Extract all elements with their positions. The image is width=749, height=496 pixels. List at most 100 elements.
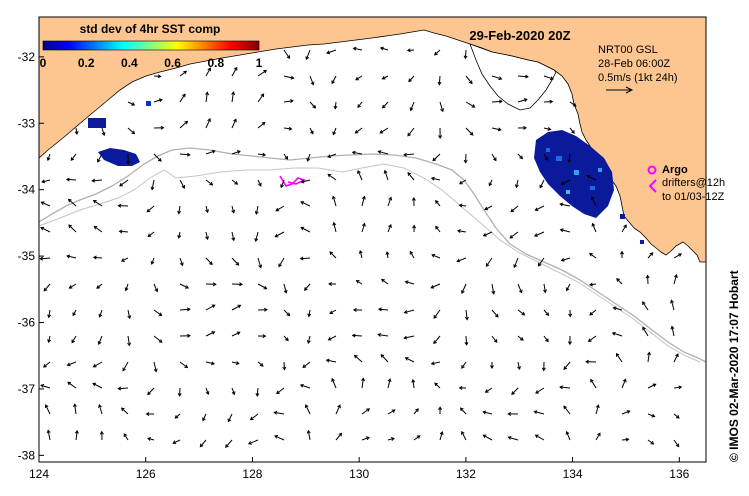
- current-arrow-icon: [66, 361, 77, 367]
- current-arrow-icon: [563, 361, 571, 370]
- current-arrow-icon: [74, 127, 79, 135]
- current-arrow-icon: [122, 361, 129, 372]
- current-arrow-icon: [431, 253, 441, 259]
- current-arrow-icon: [205, 149, 216, 155]
- current-arrow-icon: [127, 101, 136, 106]
- current-arrow-icon: [491, 283, 496, 295]
- current-arrow-icon: [585, 359, 597, 364]
- current-arrow-icon: [382, 101, 389, 109]
- current-arrow-icon: [377, 150, 389, 155]
- current-arrow-icon: [47, 309, 52, 319]
- current-arrow-icon: [283, 99, 294, 104]
- current-arrow-icon: [205, 91, 210, 103]
- current-arrow-icon: [257, 334, 267, 339]
- current-arrow-icon: [127, 335, 132, 347]
- current-arrow-icon: [331, 75, 337, 85]
- current-arrow-icon: [98, 403, 103, 415]
- current-arrow-icon: [274, 435, 285, 441]
- current-arrow-icon: [126, 153, 131, 165]
- current-arrow-icon: [44, 404, 51, 415]
- current-arrow-icon: [673, 413, 680, 419]
- current-arrow-icon: [412, 224, 417, 233]
- current-arrow-icon: [299, 256, 311, 261]
- current-arrow-icon: [331, 195, 337, 207]
- current-arrow-icon: [589, 282, 597, 287]
- current-arrow-icon: [93, 225, 103, 233]
- current-arrow-icon: [205, 304, 216, 311]
- current-arrow-icon: [379, 46, 389, 51]
- current-arrow-icon: [533, 231, 545, 237]
- current-arrow-icon: [309, 127, 314, 135]
- colorbar-title: std dev of 4hr SST comp: [80, 22, 221, 36]
- current-arrow-icon: [127, 309, 132, 320]
- current-arrow-icon: [179, 283, 190, 289]
- current-arrow-icon: [461, 283, 467, 295]
- current-arrow-icon: [437, 75, 442, 86]
- argo-label: Argo: [662, 164, 688, 176]
- current-arrow-icon: [309, 75, 315, 86]
- y-tick-label: -34: [18, 183, 36, 197]
- current-arrow-icon: [380, 354, 389, 363]
- current-arrow-icon: [591, 222, 597, 233]
- imos-credit: © IMOS 02-Mar-2020 17:07 Hobart: [727, 270, 741, 462]
- current-arrow-icon: [514, 179, 519, 189]
- current-arrow-icon: [543, 283, 547, 294]
- current-arrow-icon: [543, 99, 554, 104]
- current-arrow-icon: [231, 118, 237, 129]
- current-arrow-icon: [67, 198, 77, 207]
- current-arrow-icon: [621, 378, 627, 389]
- y-tick-label: -36: [18, 316, 36, 330]
- current-arrow-icon: [673, 253, 682, 259]
- current-arrow-icon: [199, 439, 207, 448]
- current-arrow-icon: [205, 67, 211, 77]
- current-arrow-icon: [47, 335, 52, 344]
- marker-legend: Argo drifters@12h to 01/03-12Z: [647, 164, 725, 203]
- y-tick-label: -33: [18, 116, 36, 130]
- current-arrow-icon: [458, 203, 467, 208]
- current-arrow-icon: [179, 152, 191, 157]
- current-arrow-icon: [177, 231, 182, 239]
- current-arrow-icon: [179, 179, 185, 189]
- current-arrow-icon: [543, 309, 550, 317]
- current-arrow-icon: [70, 153, 77, 161]
- current-arrow-icon: [147, 231, 155, 238]
- current-arrow-icon: [179, 307, 191, 312]
- current-arrow-icon: [300, 179, 311, 184]
- current-arrow-icon: [179, 93, 186, 103]
- current-arrow-icon: [335, 432, 343, 441]
- current-arrow-icon: [127, 127, 136, 135]
- current-arrow-icon: [595, 404, 600, 415]
- current-arrow-icon: [404, 357, 415, 363]
- current-arrow-icon: [673, 273, 678, 285]
- current-arrow-icon: [377, 332, 389, 337]
- current-arrow-icon: [385, 251, 390, 259]
- current-arrow-icon: [123, 433, 129, 441]
- current-arrow-icon: [40, 201, 51, 207]
- current-arrow-icon: [92, 255, 103, 260]
- current-arrow-icon: [205, 117, 211, 129]
- current-arrow-icon: [491, 99, 503, 104]
- current-arrow-icon: [567, 335, 572, 346]
- current-arrow-icon: [489, 361, 494, 370]
- current-arrow-icon: [280, 179, 285, 189]
- current-arrow-icon: [117, 203, 129, 208]
- current-arrow-icon: [40, 384, 51, 389]
- current-arrow-icon: [300, 226, 311, 233]
- isobath-inner-line: [38, 163, 701, 363]
- current-arrow-icon: [513, 257, 519, 269]
- current-arrow-icon: [435, 200, 441, 207]
- current-arrow-icon: [563, 405, 571, 415]
- current-arrow-icon: [124, 283, 129, 292]
- current-arrow-icon: [283, 309, 291, 317]
- current-arrow-icon: [589, 252, 597, 259]
- colorbar-tick-label: 1: [256, 56, 263, 70]
- current-arrow-icon: [354, 127, 363, 134]
- current-arrow-icon: [559, 228, 571, 233]
- current-arrow-icon: [383, 169, 389, 181]
- current-arrow-icon: [569, 127, 575, 134]
- current-arrow-icon: [309, 101, 317, 109]
- current-arrow-icon: [482, 410, 493, 415]
- current-arrow-icon: [488, 179, 493, 187]
- current-arrow-icon: [456, 257, 467, 263]
- current-arrow-icon: [534, 205, 545, 211]
